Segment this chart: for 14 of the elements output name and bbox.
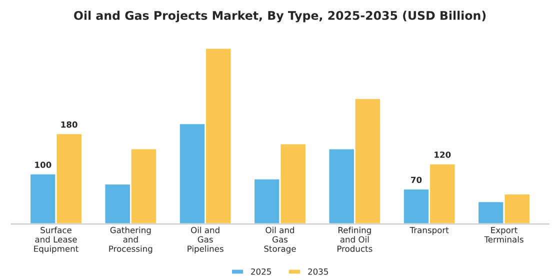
x-tick-label: Export Terminals — [484, 227, 524, 243]
chart-title: Oil and Gas Projects Market, By Type, 2025-2035 (USD Billion) — [74, 10, 486, 22]
data-label: 120 — [434, 152, 451, 158]
data-label: 70 — [411, 176, 422, 184]
data-label: 180 — [61, 121, 78, 128]
x-tick-label: Gathering and Processing — [109, 226, 152, 254]
x-tick-label: Oil and Gas Storage — [264, 226, 296, 254]
legend-label: 2035 — [308, 268, 328, 275]
data-label: 100 — [35, 162, 52, 168]
x-tick-label: Oil and Gas Pipelines — [188, 226, 224, 254]
x-tick-label: Surface and Lease Equipment — [34, 226, 78, 254]
x-tick-label: Refining and Oil Products — [337, 226, 372, 252]
x-tick-label: Transport — [410, 227, 449, 235]
legend-label: 2025 — [251, 268, 271, 275]
